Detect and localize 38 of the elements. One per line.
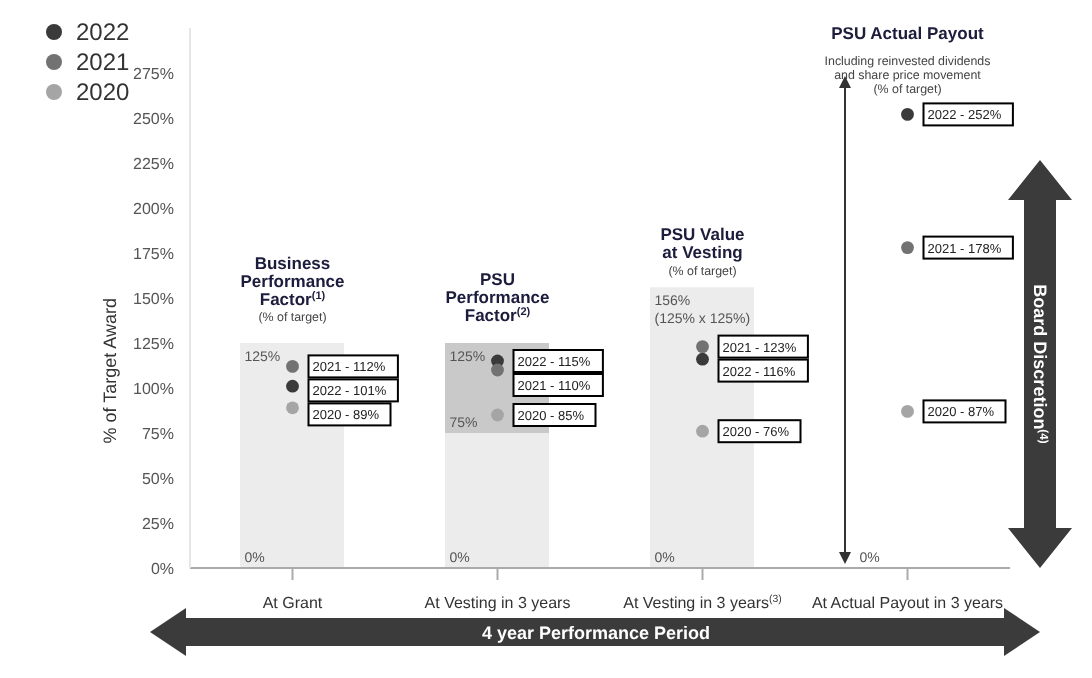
- y-tick-label: 275%: [133, 64, 174, 83]
- legend-label: 2021: [76, 47, 130, 75]
- y-axis-title: % of Target Award: [100, 298, 121, 444]
- legend-label: 2022: [76, 17, 130, 45]
- point: [286, 379, 299, 393]
- y-tick-label: 150%: [133, 289, 174, 308]
- legend-label: 2020: [76, 77, 130, 105]
- annotation: PSU Value at Vesting: [660, 224, 746, 263]
- bar: [445, 433, 549, 568]
- y-tick-label: 100%: [133, 379, 174, 398]
- x-tick-label: At Grant: [262, 594, 324, 612]
- annotation: PSU Performance Factor$^{(2)}$: [445, 269, 551, 326]
- annotation: PSU Actual Payout: [831, 22, 985, 43]
- y-tick-label: 0%: [150, 559, 174, 578]
- y-tick-label: 50%: [141, 469, 174, 488]
- point: [491, 408, 504, 422]
- x-tick-label: At Actual Payout in 3 years: [811, 594, 1004, 612]
- point: [286, 401, 299, 415]
- annotation: Business Performance Factor$^{(1)}$: [240, 253, 346, 310]
- y-tick-label: 200%: [133, 199, 174, 218]
- point: [696, 424, 709, 438]
- y-tick-label: 225%: [133, 154, 174, 173]
- y-tick-label: 125%: [133, 334, 174, 353]
- x-tick-label: At Vesting in 3 years$^{(3)}$: [623, 594, 783, 612]
- point: [491, 363, 504, 377]
- point: [901, 241, 914, 254]
- point: [901, 108, 914, 121]
- bar: [650, 287, 754, 568]
- y-tick-label: 175%: [133, 244, 174, 263]
- point: [286, 360, 299, 373]
- y-tick-label: 25%: [141, 514, 174, 533]
- x-tick-label: At Vesting in 3 years: [424, 594, 571, 612]
- point: [901, 405, 914, 418]
- text: 4 year Performance Period: [481, 623, 711, 643]
- y-tick-label: 75%: [141, 424, 174, 443]
- point: [696, 352, 709, 366]
- y-tick-label: 250%: [133, 109, 174, 128]
- point: [696, 340, 709, 353]
